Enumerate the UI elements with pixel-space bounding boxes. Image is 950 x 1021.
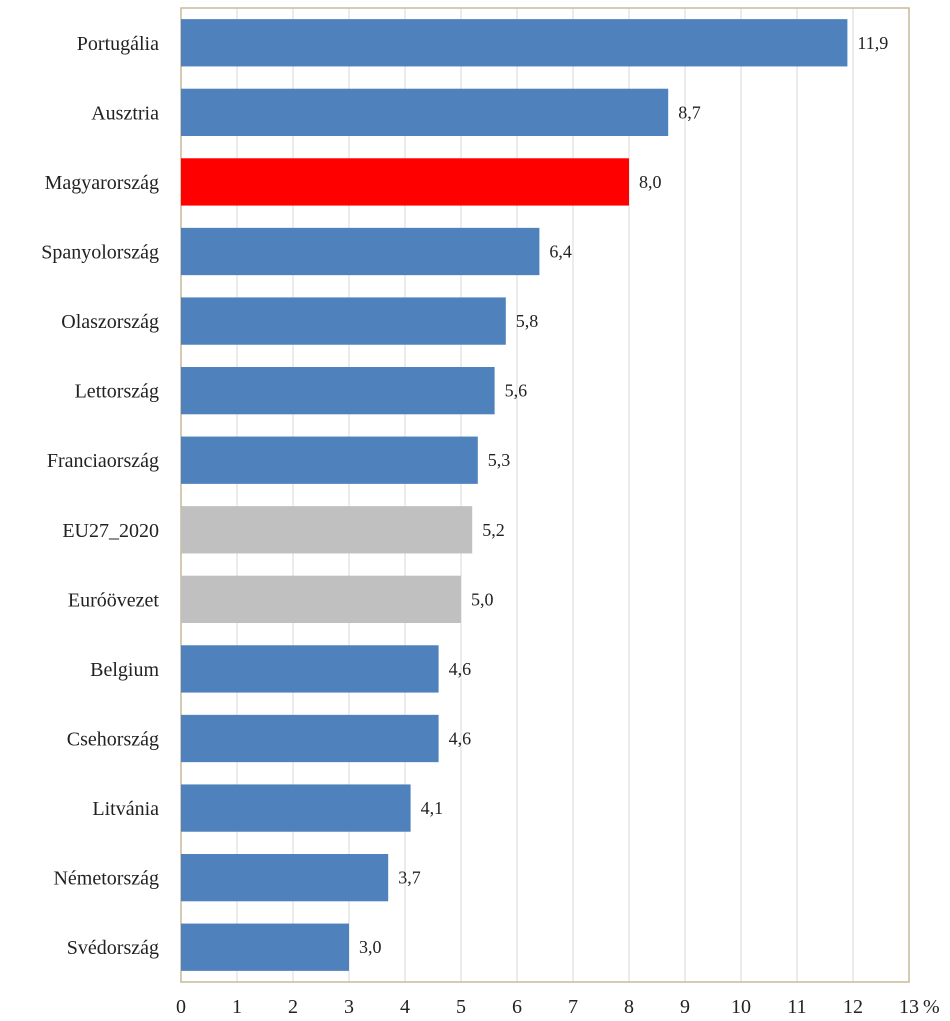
bar-1	[181, 88, 669, 137]
category-label-12: Németország	[53, 868, 159, 890]
value-label-5: 5,6	[505, 381, 527, 401]
x-tick-label-5: 5	[456, 996, 466, 1018]
x-tick-label-12: 12	[843, 996, 863, 1018]
category-labels: Portugália Ausztria Magyarország Spanyolors…	[41, 33, 159, 959]
x-tick-label-9: 9	[680, 996, 690, 1018]
value-label-8: 5,0	[471, 589, 494, 609]
value-label-3: 6,4	[549, 242, 572, 262]
bar-2	[181, 158, 629, 206]
bar-0	[181, 19, 848, 67]
value-label-0: 11,9	[857, 33, 888, 53]
bar-3	[181, 227, 540, 276]
category-label-2: Magyarország	[45, 172, 159, 194]
category-label-8: Euróövezet	[68, 589, 160, 611]
x-tick-label-2: 2	[288, 996, 298, 1018]
value-label-12: 3,7	[398, 868, 421, 888]
category-label-3: Spanyolország	[41, 242, 159, 264]
x-tick-label-3: 3	[344, 996, 354, 1018]
x-tick-label-4: 4	[400, 996, 410, 1018]
value-label-11: 4,1	[421, 798, 444, 818]
bars	[181, 19, 848, 971]
category-label-10: Csehország	[67, 729, 159, 751]
x-axis-tick-labels: 0 1 2 3 4 5 6 7 8 9 10 11 12 13	[176, 996, 919, 1018]
value-labels: 11,9 8,7 8,0 6,4 5,8 5,6 5,3 5,2 5,0 4,6 4,6 4,1 3,7…	[359, 33, 888, 957]
category-label-4: Olaszország	[61, 311, 159, 333]
bar-9	[181, 645, 439, 693]
grid-lines	[236, 8, 854, 982]
x-tick-label-1: 1	[232, 996, 242, 1018]
category-label-11: Litvánia	[92, 798, 159, 820]
bar-8	[181, 575, 461, 624]
category-label-13: Svédország	[67, 937, 159, 959]
category-label-9: Belgium	[90, 659, 159, 681]
value-label-4: 5,8	[516, 311, 539, 331]
bar-12	[181, 853, 389, 902]
x-tick-label-0: 0	[176, 996, 186, 1018]
bar-6	[181, 436, 478, 484]
bar-13	[181, 923, 349, 971]
value-label-13: 3,0	[359, 937, 382, 957]
x-tick-label-7: 7	[568, 996, 578, 1018]
x-tick-label-10: 10	[731, 996, 751, 1018]
value-label-2: 8,0	[639, 172, 662, 192]
x-axis-unit-label: %	[923, 996, 940, 1018]
x-tick-label-11: 11	[787, 996, 806, 1018]
category-label-5: Lettország	[75, 381, 159, 403]
bar-11	[181, 784, 411, 832]
category-label-6: Franciaország	[47, 450, 159, 472]
plot-area-frame	[180, 7, 910, 983]
x-tick-label-8: 8	[624, 996, 634, 1018]
value-label-9: 4,6	[449, 659, 472, 679]
bar-5	[181, 366, 495, 415]
bar-7	[181, 506, 473, 554]
value-label-6: 5,3	[488, 450, 511, 470]
bar-10	[181, 714, 439, 763]
category-label-1: Ausztria	[91, 102, 159, 124]
x-tick-label-13: 13	[899, 996, 919, 1018]
category-label-7: EU27_2020	[62, 520, 159, 542]
bar-4	[181, 297, 506, 345]
value-label-1: 8,7	[678, 102, 701, 122]
value-label-7: 5,2	[482, 520, 505, 540]
value-label-10: 4,6	[449, 729, 472, 749]
x-tick-label-6: 6	[512, 996, 522, 1018]
category-label-0: Portugália	[77, 33, 159, 55]
